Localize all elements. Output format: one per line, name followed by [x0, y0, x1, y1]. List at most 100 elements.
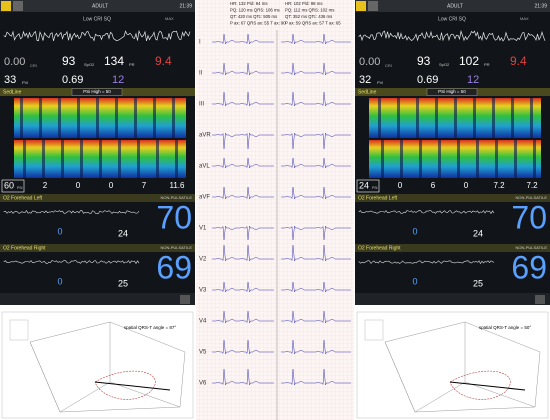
sound-icon[interactable]	[368, 1, 378, 11]
spectrogram-band	[20, 98, 23, 138]
ecg-trace	[212, 132, 274, 150]
lead-label: V2	[199, 257, 207, 263]
spectrogram-band	[23, 140, 26, 178]
vector-box	[384, 321, 541, 413]
o2-value: 69	[511, 249, 547, 285]
ecg-trace	[212, 244, 274, 262]
spectrogram-band	[476, 140, 479, 178]
alarm-box	[426, 88, 478, 96]
vector-label: spatial QRS-T angle = 50°	[479, 325, 532, 330]
bottom-bar	[0, 293, 195, 305]
o2-status: NON-PULSATILE	[161, 195, 193, 200]
psi-label: PSi	[372, 186, 378, 190]
ecg-header: P ax: 67 QRS ax: 55 T ax: 90	[230, 21, 286, 26]
spectrogram-band	[495, 140, 498, 178]
spectrogram-band	[457, 140, 460, 178]
ecg-trace	[212, 157, 274, 169]
pvi-value: 32	[359, 74, 371, 86]
spo2-label: SpO2	[439, 62, 450, 67]
pvi-label: PVi	[22, 80, 28, 85]
ecg-trace	[281, 33, 351, 45]
sedline-param: 11.6	[170, 181, 186, 190]
cri-label: CRI	[30, 63, 37, 68]
orh-value: 0.69	[417, 74, 438, 86]
o2-baseline: 24	[118, 228, 128, 238]
psi-value: 60	[4, 180, 14, 190]
o2-status: NON-PULSATILE	[516, 195, 548, 200]
o2-baseline: 25	[118, 278, 128, 288]
purple-value: 12	[467, 74, 479, 86]
ecg-trace	[212, 368, 274, 386]
sedline-label: SedLine	[358, 89, 377, 95]
sedline-param: 0	[109, 181, 114, 190]
vector-box	[29, 321, 186, 413]
spectrogram-band	[115, 98, 118, 138]
menu-button[interactable]	[535, 295, 545, 304]
pvi-value: 33	[4, 74, 16, 86]
vector-loop	[449, 370, 511, 400]
ecg-trace	[212, 33, 274, 45]
alarm-icon[interactable]	[1, 1, 11, 11]
waveform	[358, 210, 495, 215]
o2-bar	[355, 244, 550, 252]
ecg-trace	[212, 225, 274, 241]
lead-label: III	[199, 102, 204, 108]
top-bar	[355, 0, 550, 12]
sedline-param: 0	[76, 181, 81, 190]
sphb-value: 9.4	[510, 54, 527, 68]
o2-bar	[0, 244, 195, 252]
lead-label: II	[199, 71, 203, 77]
mode: ADULT	[447, 3, 463, 9]
lead-label: V5	[199, 350, 207, 356]
ecg-trace	[212, 281, 274, 293]
o2-label: O2 Forehead Right	[358, 245, 401, 251]
o2-value: 70	[511, 199, 547, 235]
purple-value: 12	[112, 74, 124, 86]
sedline-param: 6	[431, 181, 436, 190]
ecg-trace	[281, 244, 351, 262]
spectrogram-band	[511, 98, 514, 138]
o2-label: O2 Forehead Right	[3, 245, 46, 251]
ecg-trace	[281, 62, 351, 76]
o2-value: 70	[156, 199, 192, 235]
psi-alarm: PSi High = 50	[83, 89, 111, 94]
menu-button[interactable]	[180, 295, 190, 304]
spectrogram-band	[416, 98, 419, 138]
pvi-label: PVi	[377, 80, 383, 85]
sedline-label: SedLine	[3, 89, 22, 95]
lead-label: aVF	[199, 195, 210, 201]
sedline-param: 7	[142, 181, 147, 190]
o2-value: 69	[156, 249, 192, 285]
waveform	[3, 29, 191, 42]
lead-label: aVR	[199, 133, 211, 139]
spectrogram-band	[156, 140, 159, 178]
ecg-trace	[281, 310, 351, 324]
spectrogram-band	[514, 140, 517, 178]
spectrogram-band	[397, 98, 400, 138]
alarm-icon[interactable]	[356, 1, 366, 11]
pr-label: PR	[484, 62, 490, 67]
spectrogram-band	[137, 140, 140, 178]
spectrogram-band	[473, 98, 476, 138]
psi-label: PSi	[17, 186, 23, 190]
o2-label: O2 Forehead Left	[3, 195, 43, 201]
spectrogram-band	[42, 140, 45, 178]
spectrogram-band	[381, 140, 384, 178]
spectrogram-band	[172, 98, 175, 138]
spectrogram	[369, 140, 541, 178]
pr-label: PR	[129, 62, 135, 67]
vector-arrow	[449, 381, 526, 391]
sound-icon[interactable]	[13, 1, 23, 11]
o2-label: O2 Forehead Left	[358, 195, 398, 201]
psi-box	[1, 179, 25, 193]
sphb-value: 9.4	[155, 54, 172, 68]
ecg-header: HR: 132 P/d: 94 ms	[230, 1, 268, 6]
spectrogram-band	[454, 98, 457, 138]
spectrogram-band	[492, 98, 495, 138]
spectrogram-band	[153, 98, 156, 138]
sedline-param: 2	[43, 181, 48, 190]
lead-label: V6	[199, 381, 207, 387]
lead-label: I	[199, 40, 201, 46]
sedline-param: 0	[464, 181, 469, 190]
